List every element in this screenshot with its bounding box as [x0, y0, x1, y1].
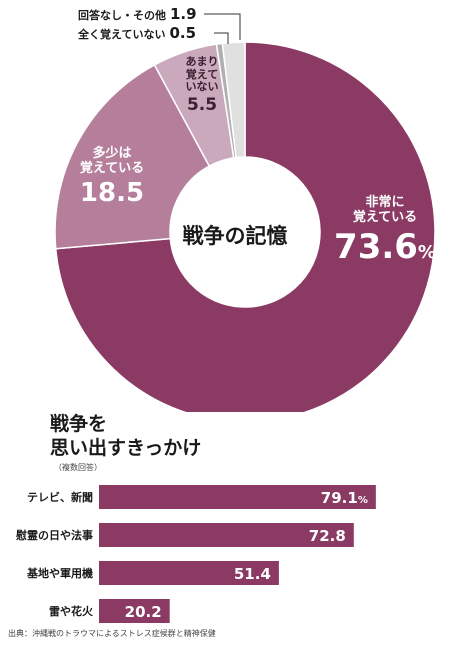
bar-title-line: 戦争を	[50, 413, 108, 435]
callout-value: 1.9	[170, 5, 197, 23]
bar-chart-note: （複数回答）	[54, 463, 102, 472]
bar	[99, 485, 376, 509]
bar-category-label: 雷や花火	[49, 604, 94, 618]
bar-chart: テレビ、新聞 79.1% 慰霊の日や法事 72.8 基地や軍用機 51.4 雷や花火 20.2	[16, 485, 376, 623]
bar-chart-title: 戦争を 思い出すきっかけ	[50, 413, 201, 461]
slice-label-somewhat: 多少は 覚えている 18.5	[72, 146, 152, 209]
bar-value-label: 51.4	[234, 565, 271, 583]
slice-label-text: 非常に 覚えている	[352, 195, 418, 225]
donut-slice	[54, 41, 436, 412]
bar	[99, 523, 354, 547]
bar-category-label: 慰霊の日や法事	[16, 528, 93, 542]
slice-value: 73.6%	[334, 226, 436, 267]
slice-value: 5.5	[186, 94, 218, 115]
callout-value: 0.5	[169, 24, 197, 42]
donut-chart	[54, 41, 436, 412]
slice-label-very-well: 非常に 覚えている 73.6%	[330, 195, 440, 267]
bar-value-label: 20.2	[125, 603, 162, 621]
slice-label-text: あまり 覚えて いない	[185, 55, 219, 94]
bar-category-label: テレビ、新聞	[27, 490, 93, 504]
bar-value-label: 79.1%	[321, 489, 368, 507]
callout-no-answer: 回答なし・その他 1.9	[78, 5, 197, 23]
slice-label-not-much: あまり 覚えて いない 5.5	[176, 55, 228, 115]
source-note: 出典：沖縄戦のトラウマによるストレス症候群と精神保健	[8, 629, 216, 638]
slice-value: 18.5	[79, 177, 145, 208]
callout-not-at-all: 全く覚えていない 0.5	[78, 24, 196, 42]
bar-category-label: 基地や軍用機	[26, 566, 93, 580]
callout-leader-lines	[204, 13, 241, 44]
donut-slice	[221, 41, 246, 159]
bar-value-label: 72.8	[309, 527, 346, 545]
donut-center-title: 戦争の記憶	[182, 224, 288, 248]
callout-label: 回答なし・その他	[78, 9, 166, 22]
slice-label-text: 多少は 覚えている	[79, 146, 145, 176]
bar	[99, 561, 279, 585]
donut-slice	[54, 63, 211, 250]
callout-label: 全く覚えていない	[78, 28, 166, 41]
bar-title-line: 思い出すきっかけ	[50, 436, 202, 459]
bar	[99, 599, 170, 623]
